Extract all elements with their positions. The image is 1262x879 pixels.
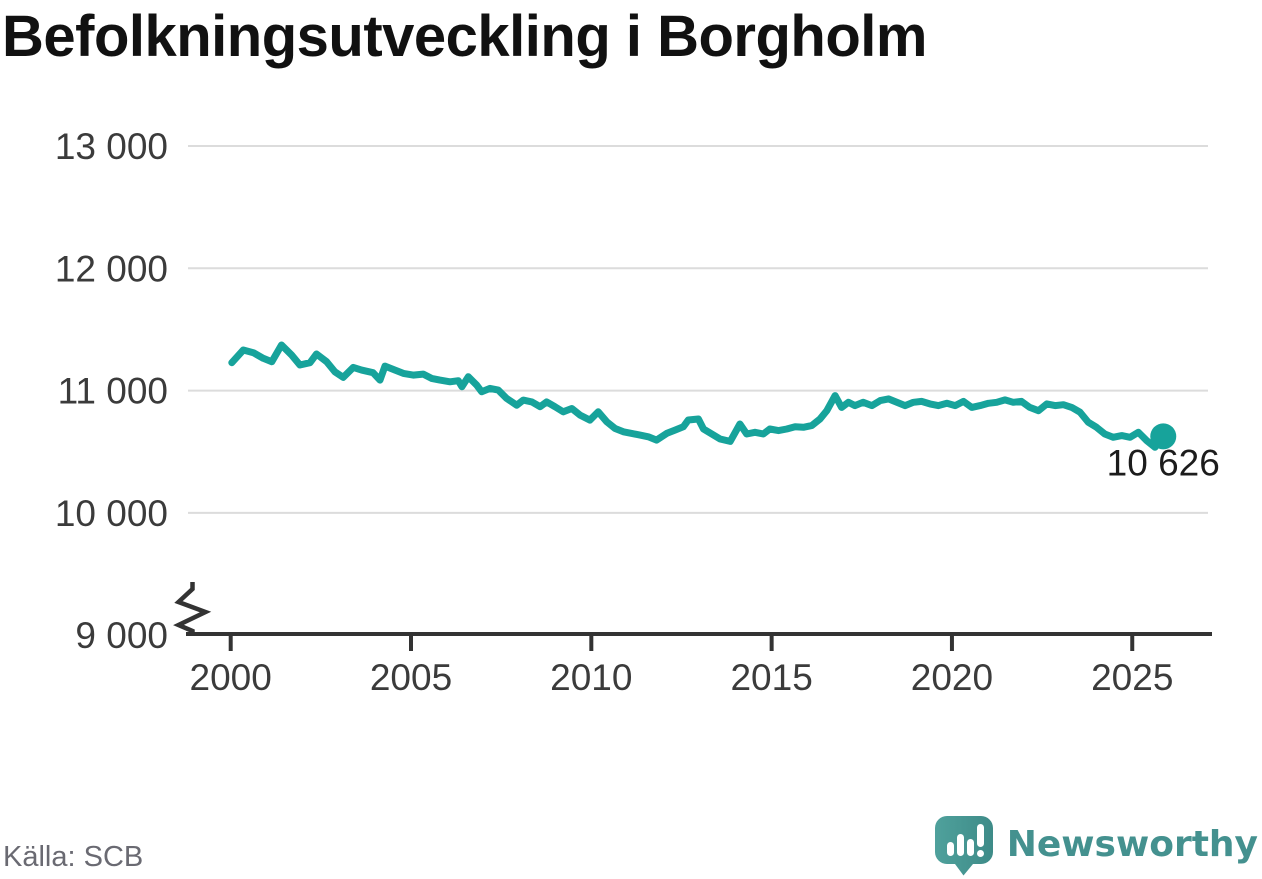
y-axis-tick-label: 10 000 bbox=[55, 493, 168, 534]
icon-exclamation-dot bbox=[976, 850, 984, 857]
y-axis-tick-label: 9 000 bbox=[75, 615, 168, 656]
source-note: Källa: SCB bbox=[3, 841, 144, 873]
population-line bbox=[228, 341, 1167, 451]
newsworthy-bubble-chart-icon bbox=[934, 816, 993, 876]
y-axis-tick-label: 12 000 bbox=[55, 248, 168, 289]
icon-exclamation-bar bbox=[976, 824, 984, 847]
newsworthy-logo: Newsworthy bbox=[933, 814, 1258, 878]
y-axis-tick-label: 11 000 bbox=[58, 371, 168, 412]
icon-bar-tall bbox=[956, 834, 964, 856]
newsworthy-wordmark: Newsworthy bbox=[1006, 824, 1258, 865]
end-value-label: 10 626 bbox=[1107, 442, 1220, 483]
icon-bar-mid bbox=[966, 839, 974, 856]
icon-bar-small bbox=[946, 842, 954, 856]
x-axis-tick-label: 2020 bbox=[911, 657, 993, 698]
x-axis-tick-label: 2025 bbox=[1091, 657, 1173, 698]
end-point-dot bbox=[1150, 423, 1177, 450]
x-axis-tick-label: 2005 bbox=[370, 657, 452, 698]
x-axis-tick-label: 2010 bbox=[550, 657, 632, 698]
x-axis-tick-label: 2015 bbox=[730, 657, 812, 698]
x-axis-tick-label: 2000 bbox=[190, 657, 272, 698]
page-title: Befolkningsutveckling i Borgholm bbox=[2, 4, 927, 69]
y-axis-tick-label: 13 000 bbox=[55, 126, 168, 167]
axis-break-icon bbox=[173, 582, 212, 636]
